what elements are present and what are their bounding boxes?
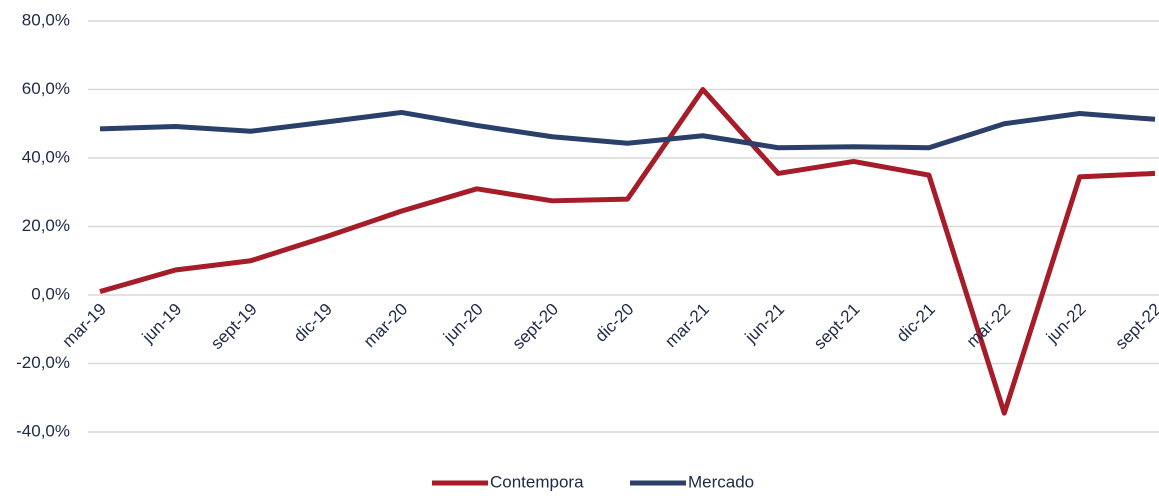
x-tick-label: mar-20 xyxy=(360,300,412,352)
legend-label: Mercado xyxy=(688,472,754,491)
x-tick-label: dic-19 xyxy=(290,300,336,346)
line-series xyxy=(99,87,1156,416)
y-tick-label: -40,0% xyxy=(16,421,70,440)
x-tick-label: mar-21 xyxy=(661,300,713,352)
y-tick-label: 20,0% xyxy=(22,216,70,235)
x-tick-label: jun-20 xyxy=(439,300,487,348)
x-tick-label: jun-22 xyxy=(1042,300,1090,348)
x-tick-label: sept-21 xyxy=(810,300,864,354)
x-tick-label: mar-19 xyxy=(58,300,110,352)
x-tick-label: sept-22 xyxy=(1111,300,1159,354)
y-tick-label: -20,0% xyxy=(16,353,70,372)
x-tick-label: dic-21 xyxy=(893,300,939,346)
x-tick-label: dic-20 xyxy=(591,300,637,346)
y-tick-label: 0,0% xyxy=(31,284,70,303)
x-tick-label: jun-21 xyxy=(741,300,789,348)
line-series xyxy=(99,109,1156,151)
x-tick-label: sept-20 xyxy=(509,300,563,354)
legend-label: Contempora xyxy=(490,472,584,491)
y-tick-label: 80,0% xyxy=(22,10,70,29)
x-tick-label: sept-19 xyxy=(207,300,261,354)
y-tick-label: 40,0% xyxy=(22,147,70,166)
x-tick-label: jun-19 xyxy=(138,300,186,348)
y-tick-label: 60,0% xyxy=(22,79,70,98)
